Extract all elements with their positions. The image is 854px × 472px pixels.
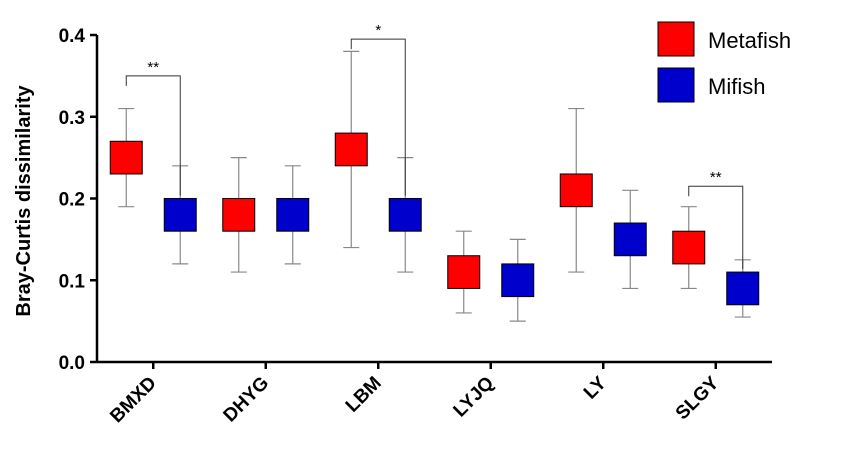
significance-label: * xyxy=(375,22,381,39)
x-tick-label: LYJQ xyxy=(450,373,499,422)
x-tick-label: LY xyxy=(580,372,611,403)
y-tick-label: 0.3 xyxy=(59,108,85,129)
significance-label: ** xyxy=(147,59,159,76)
box-metafish-lyjq xyxy=(447,230,481,314)
y-axis-title: Bray-Curtis dissimilarity xyxy=(13,85,35,317)
legend: Metafish Mifish xyxy=(657,21,791,103)
box-metafish-bmxd xyxy=(109,107,143,208)
significance-bmxd: ** xyxy=(125,59,181,196)
legend-label: Metafish xyxy=(708,28,791,53)
box-body xyxy=(726,271,760,306)
box-body xyxy=(388,198,422,232)
box-body xyxy=(501,263,535,298)
box-mifish-ly xyxy=(613,189,647,290)
box-metafish-ly xyxy=(559,107,593,273)
x-tick-label: SLGY xyxy=(672,372,724,424)
significance-bracket xyxy=(688,185,744,270)
legend-item-mifish: Mifish xyxy=(657,67,765,103)
box-body xyxy=(613,222,647,257)
box-body xyxy=(222,198,256,232)
box-body xyxy=(109,140,143,175)
x-tick-label: BMXD xyxy=(106,373,160,427)
box-body xyxy=(334,132,368,167)
significance-lbm: * xyxy=(350,22,406,196)
box-body xyxy=(276,198,310,232)
box-metafish-dhyg xyxy=(222,157,256,273)
box-body xyxy=(163,198,197,232)
y-tick-label: 0.4 xyxy=(59,26,86,47)
significance-slgy: ** xyxy=(688,169,744,270)
legend-item-metafish: Metafish xyxy=(657,21,791,57)
y-tick-label: 0.0 xyxy=(59,353,85,374)
box-body xyxy=(447,255,481,289)
legend-swatch xyxy=(657,67,695,103)
y-tick-label: 0.2 xyxy=(59,190,85,211)
box-body xyxy=(559,173,593,208)
x-tick-label: LBM xyxy=(342,373,386,417)
significance-bracket xyxy=(125,75,181,196)
y-tick-label: 0.1 xyxy=(59,271,86,292)
box-mifish-dhyg xyxy=(276,165,310,265)
significance-bracket xyxy=(350,38,406,196)
box-metafish-slgy xyxy=(672,206,706,290)
legend-swatch xyxy=(657,21,695,57)
x-tick-label: DHYG xyxy=(220,373,274,427)
box-mifish-lyjq xyxy=(501,238,535,322)
legend-label: Mifish xyxy=(708,74,765,99)
significance-label: ** xyxy=(710,169,722,186)
box-mifish-slgy xyxy=(726,259,760,318)
box-body xyxy=(672,230,706,265)
significance-annotations: ***** xyxy=(125,22,744,270)
box-metafish-lbm xyxy=(334,50,368,249)
